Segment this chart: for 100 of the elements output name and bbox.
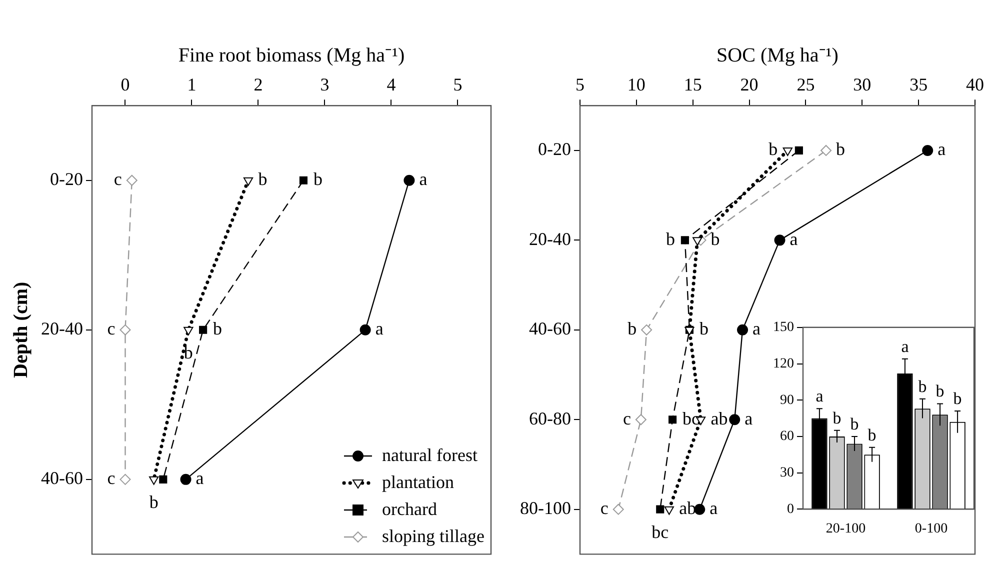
data-label: c — [622, 408, 631, 428]
legend-label: plantation — [382, 471, 454, 494]
y-tick-label: 90 — [780, 392, 794, 408]
x-tick-label: 5 — [453, 74, 462, 95]
data-label: b — [666, 228, 675, 249]
data-label: b — [832, 408, 842, 428]
y-tick-label: 0-20 — [50, 169, 83, 190]
data-label: a — [790, 228, 798, 249]
data-label: ab — [710, 408, 728, 428]
data-label: b — [149, 492, 158, 512]
y-tick-label: 20-40 — [528, 228, 571, 249]
x-tick-label: 4 — [386, 74, 396, 95]
x-tick-label: 35 — [910, 74, 928, 95]
point — [360, 324, 371, 336]
data-label: a — [744, 408, 753, 428]
data-label: a — [938, 139, 946, 160]
x-tick-label: 25 — [796, 74, 815, 95]
x-tick-label: 40 — [966, 74, 984, 95]
point — [641, 324, 652, 336]
data-label: b — [699, 318, 708, 339]
data-label: b — [850, 414, 859, 434]
point — [180, 474, 192, 485]
data-label: c — [600, 498, 608, 518]
x-tick-label: 20-100 — [826, 521, 866, 536]
point — [729, 414, 740, 426]
point — [635, 414, 646, 426]
point — [120, 474, 131, 485]
x-tick-label: 10 — [627, 74, 646, 95]
x-tick-label: 5 — [575, 74, 584, 95]
x-tick-label: 20 — [740, 74, 758, 95]
y-tick-label: 40-60 — [40, 468, 83, 488]
point — [299, 176, 308, 184]
data-label: b — [258, 169, 268, 190]
y-tick-label: 120 — [773, 356, 794, 372]
legend-label: sloping tillage — [382, 525, 484, 548]
x-axis-title: SOC (Mg ha⁻¹) — [716, 44, 838, 66]
y-tick-label: 60 — [780, 429, 794, 444]
x-tick-label: 15 — [684, 74, 702, 95]
point — [612, 504, 624, 515]
data-label: c — [114, 169, 122, 190]
point — [664, 506, 674, 515]
y-tick-label: 30 — [780, 466, 794, 481]
data-label: b — [836, 139, 846, 160]
y-tick-label: 0 — [787, 502, 794, 517]
x-tick-label: 1 — [187, 74, 196, 95]
data-label: bc — [652, 522, 669, 542]
y-tick-label: 80-100 — [520, 498, 571, 518]
point — [820, 144, 832, 156]
data-label: a — [196, 468, 204, 488]
point — [680, 236, 689, 244]
point — [794, 146, 803, 154]
data-label: b — [628, 318, 637, 339]
point — [404, 174, 415, 186]
data-label: b — [868, 425, 876, 444]
point — [692, 237, 702, 246]
data-label: a — [816, 386, 824, 406]
point — [120, 324, 131, 336]
data-label: c — [107, 468, 116, 488]
x-tick-label: 3 — [320, 74, 330, 95]
data-label: bc — [682, 408, 700, 428]
data-label: b — [768, 139, 778, 160]
data-label: a — [710, 498, 718, 518]
point — [922, 144, 934, 156]
data-label: c — [107, 318, 116, 339]
data-label: a — [901, 336, 910, 356]
data-label: b — [953, 388, 962, 408]
x-tick-label: 2 — [254, 74, 263, 95]
data-label: a — [375, 318, 384, 339]
y-tick-label: 150 — [773, 320, 794, 336]
point — [656, 505, 664, 514]
point — [782, 147, 792, 156]
x-tick-label: 30 — [853, 74, 872, 95]
y-tick-label: 0-20 — [538, 139, 571, 160]
data-label: a — [752, 318, 761, 339]
point — [243, 177, 254, 186]
data-label: b — [213, 318, 222, 339]
point — [199, 326, 208, 334]
point — [126, 174, 138, 186]
data-label: b — [184, 342, 193, 363]
y-tick-label: 20-40 — [40, 318, 83, 339]
legend-label: orchard — [382, 498, 437, 522]
point — [668, 416, 677, 424]
point — [149, 476, 159, 485]
y-tick-label: 40-60 — [528, 318, 571, 339]
x-tick-label: 0-100 — [914, 521, 948, 536]
data-label: a — [419, 169, 428, 190]
point — [694, 504, 706, 515]
x-axis-title: Fine root biomass (Mg ha⁻¹) — [178, 44, 405, 66]
data-label: b — [313, 169, 322, 190]
point — [737, 324, 748, 336]
y-axis-title: Depth (cm) — [10, 282, 32, 378]
data-label: b — [918, 376, 927, 396]
point — [184, 326, 194, 336]
data-label: b — [936, 382, 944, 401]
y-tick-label: 60-80 — [528, 408, 571, 428]
point — [159, 475, 168, 484]
legend-label: natural forest — [382, 444, 478, 468]
point — [774, 234, 786, 246]
data-label: b — [710, 228, 720, 249]
x-tick-label: 0 — [120, 74, 130, 95]
